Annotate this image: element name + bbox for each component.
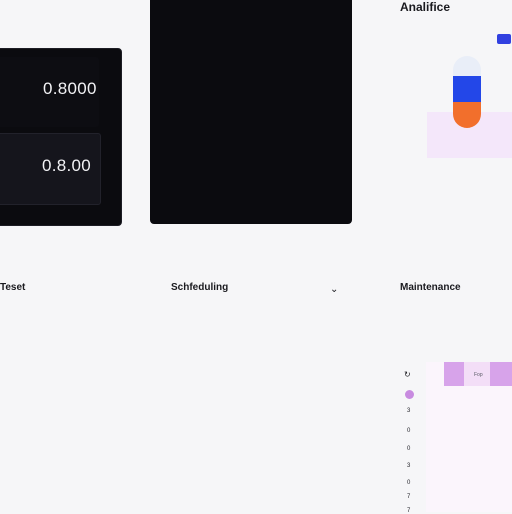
grid-cell[interactable] [464, 362, 490, 386]
grid-cell-label: Fop [474, 372, 483, 378]
text-section-title: Teset [0, 282, 26, 293]
pill-segment-blue [453, 76, 481, 102]
scheduling-title: Schfeduling [171, 282, 229, 293]
stacked-pill-bar [453, 56, 481, 128]
maintenance-title: Maintenance [400, 282, 461, 293]
legend-swatch[interactable] [497, 34, 511, 44]
maintenance-row-value: 7 [407, 494, 411, 500]
metric-tile-primary[interactable]: 0.8000 [0, 57, 99, 127]
maintenance-row-value: 7 [407, 508, 411, 514]
chevron-down-icon[interactable]: ⌄ [330, 284, 339, 295]
metric-value-secondary: 0.8.00 [42, 156, 92, 175]
maintenance-row-value: 0 [407, 446, 411, 452]
maintenance-row-value: 0 [407, 428, 411, 434]
metric-value-primary: 0.8000 [43, 79, 97, 98]
pill-segment-top [453, 56, 481, 76]
refresh-icon[interactable]: ↻ [404, 370, 411, 379]
grid-cell[interactable] [444, 362, 464, 386]
menu-panel [150, 0, 352, 224]
status-badge [405, 390, 414, 399]
maintenance-row-value: 3 [407, 463, 411, 469]
maintenance-row-value: 3 [407, 408, 411, 414]
maintenance-row-value: 0 [407, 480, 411, 486]
metric-card: 0.8000 0.8.00 [0, 48, 122, 226]
grid-cell[interactable] [490, 362, 512, 386]
pill-segment-orange [453, 102, 481, 128]
analytics-title: Analifice [400, 0, 451, 14]
maintenance-grid: Fop [426, 362, 512, 512]
metric-tile-secondary[interactable]: 0.8.00 [0, 133, 101, 205]
analytics-chart [427, 26, 512, 160]
